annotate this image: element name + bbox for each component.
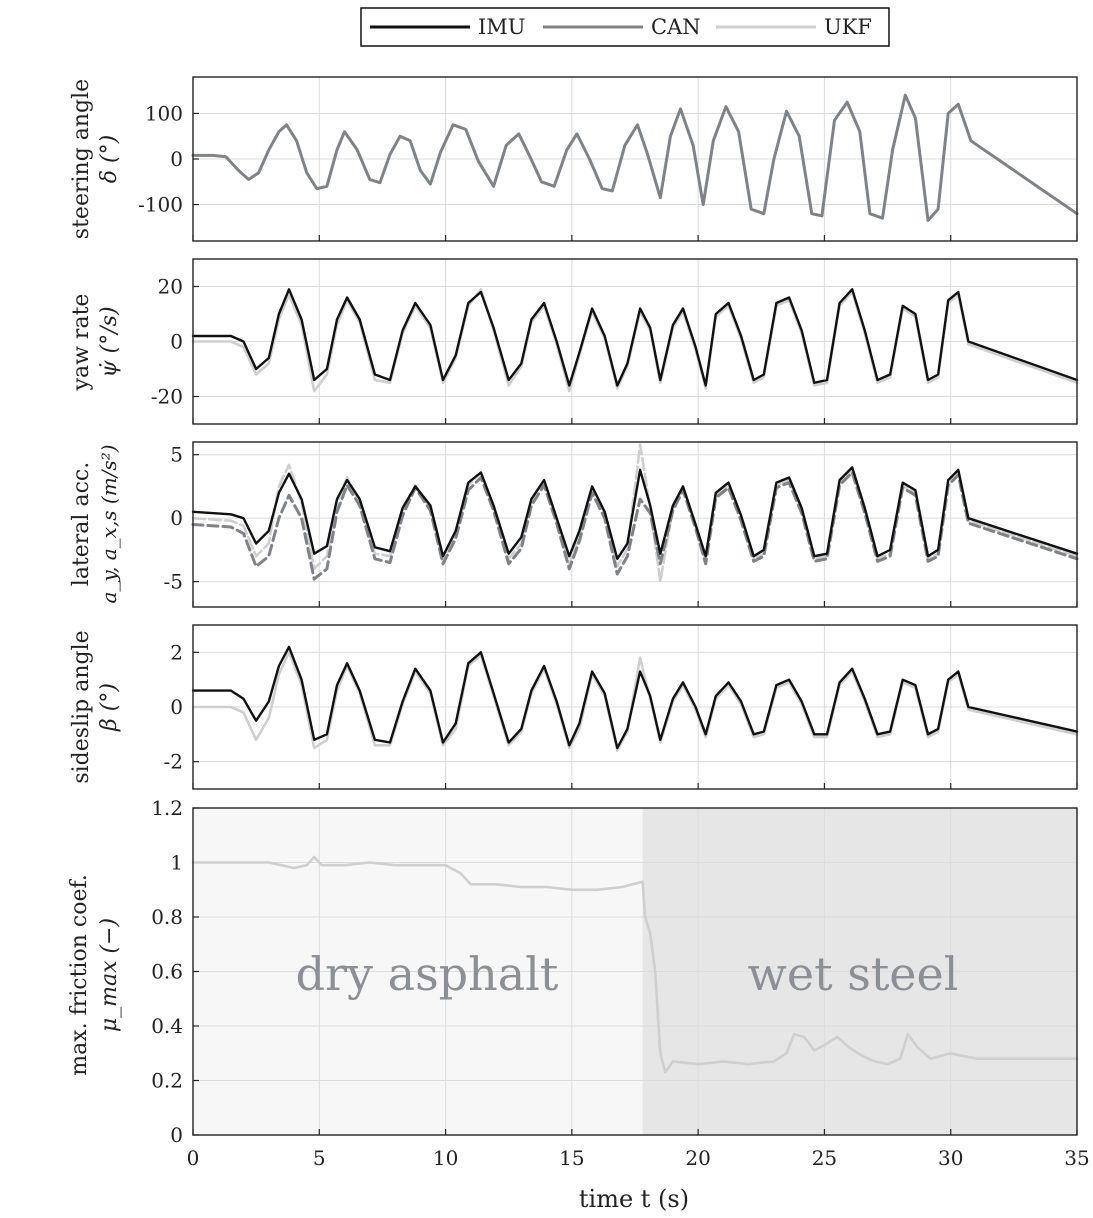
ylabel-lateral-line2: a_y, a_x,s (m/s²) xyxy=(97,444,121,603)
y-tick-label: 0 xyxy=(170,1123,183,1147)
region-label-dry-asphalt: dry asphalt xyxy=(296,947,559,1001)
axes-frame xyxy=(192,258,1078,425)
y-tick-label: 0 xyxy=(170,695,183,719)
y-tick-label: 1.2 xyxy=(151,796,183,820)
y-tick-label: 0.6 xyxy=(151,960,183,984)
y-tick-label: -20 xyxy=(151,385,183,409)
ylabel-sideslip-line1: sideslip angle xyxy=(69,630,94,783)
y-tick-label: -2 xyxy=(164,750,183,774)
x-tick-label: 5 xyxy=(313,1146,326,1170)
x-axis-label: time t (s) xyxy=(579,1185,689,1213)
ylabel-friction-line1: max. friction coef. xyxy=(67,874,92,1076)
subplot-friction-coef: dry asphalt wet steel max. friction coef… xyxy=(67,796,1079,1147)
x-tick-label: 35 xyxy=(1064,1146,1089,1170)
ylabel-sideslip-line2: β (°) xyxy=(97,683,122,732)
axes-frame xyxy=(192,807,1078,1136)
x-tick-label: 25 xyxy=(812,1146,837,1170)
y-tick-label: -100 xyxy=(138,193,183,217)
y-tick-label: 5 xyxy=(170,443,183,467)
y-tick-label: 2 xyxy=(170,640,183,664)
subplot-lateral-acc: lateral acc. a_y, a_x,s (m/s²) -5 0 5 xyxy=(69,441,1079,608)
x-tick-label: 0 xyxy=(187,1146,200,1170)
plot-background xyxy=(192,807,1078,1136)
series-can-line xyxy=(191,93,1079,222)
y-tick-label: 0.2 xyxy=(151,1069,183,1093)
y-tick-label: 20 xyxy=(158,275,183,299)
y-tick-label: 0 xyxy=(170,330,183,354)
y-tick-label: 0.8 xyxy=(151,905,183,929)
series-imu-line xyxy=(191,466,1079,560)
plot-background xyxy=(192,77,1078,241)
legend-label-imu: IMU xyxy=(478,15,526,39)
series-can-line xyxy=(191,471,1079,581)
plot-background xyxy=(192,625,1078,789)
region-label-wet-steel: wet steel xyxy=(748,947,959,1001)
subplot-steering-angle: steering angle δ (°) -100 0 100 xyxy=(69,76,1079,242)
y-tick-label: -5 xyxy=(164,570,183,594)
x-tick-label: 15 xyxy=(559,1146,584,1170)
legend-label-ukf: UKF xyxy=(824,15,872,39)
series-imu-line xyxy=(191,288,1079,387)
ylabel-friction-line2: μ_max (−) xyxy=(97,918,122,1032)
series-imu-line xyxy=(191,645,1079,750)
plot-background xyxy=(192,259,1078,424)
y-tick-label: 0 xyxy=(170,506,183,530)
axes-frame xyxy=(192,441,1078,608)
y-tick-label: 100 xyxy=(145,101,183,125)
y-tick-label: 1 xyxy=(170,851,183,875)
subplot-sideslip-angle: sideslip angle β (°) -2 0 2 xyxy=(69,624,1079,790)
axes-frame xyxy=(192,76,1078,242)
ylabel-yaw-line2: ψ̇ (°/s) xyxy=(97,306,122,377)
y-tick-label: 0.4 xyxy=(151,1014,183,1038)
x-tick-label: 10 xyxy=(433,1146,458,1170)
series-ukf-line xyxy=(191,855,1079,1074)
ylabel-lateral-line1: lateral acc. xyxy=(69,462,94,586)
x-tick-label: 30 xyxy=(938,1146,963,1170)
x-axis: time t (s) 0 5 10 15 20 25 30 35 xyxy=(187,1146,1090,1213)
ylabel-steering-line1: steering angle xyxy=(69,79,94,239)
axes-frame xyxy=(192,624,1078,790)
ylabel-steering-line2: δ (°) xyxy=(97,135,122,183)
subplot-yaw-rate: yaw rate ψ̇ (°/s) -20 0 20 xyxy=(69,258,1079,425)
legend-label-can: CAN xyxy=(651,15,701,39)
ylabel-yaw-line1: yaw rate xyxy=(69,294,94,392)
legend: IMU CAN UKF xyxy=(360,7,890,47)
x-tick-label: 20 xyxy=(685,1146,710,1170)
y-tick-label: 0 xyxy=(170,147,183,171)
